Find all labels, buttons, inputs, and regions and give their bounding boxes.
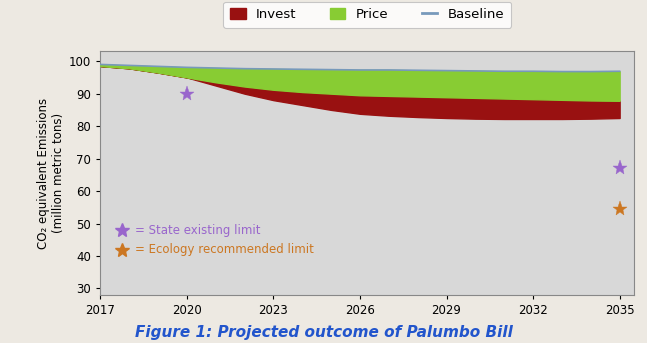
Text: Figure 1: Projected outcome of Palumbo Bill: Figure 1: Projected outcome of Palumbo B… <box>135 324 512 340</box>
Y-axis label: CO₂ equivalent Emissions
(million metric tons): CO₂ equivalent Emissions (million metric… <box>37 98 65 249</box>
Legend: Invest, Price, Baseline: Invest, Price, Baseline <box>223 2 511 28</box>
Text: = Ecology recommended limit: = Ecology recommended limit <box>135 244 314 257</box>
Text: = State existing limit: = State existing limit <box>135 224 261 237</box>
